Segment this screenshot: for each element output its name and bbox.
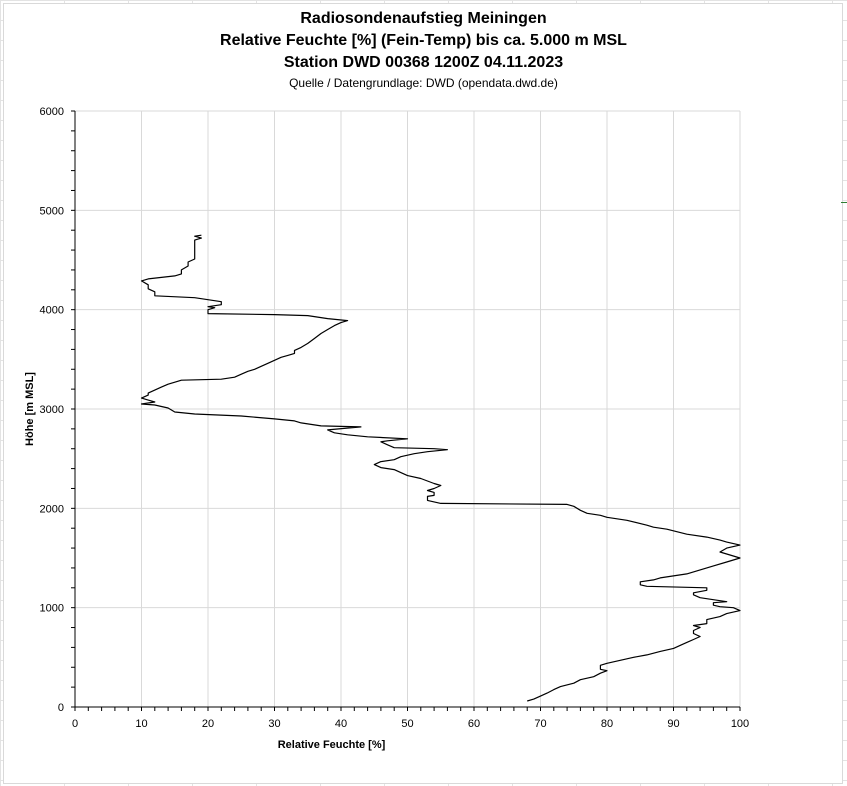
y-tick-label: 4000 [40,305,64,317]
humidity-profile-line [140,234,741,702]
y-axis-title: Höhe [m MSL] [24,372,36,446]
x-tick-label: 80 [601,718,613,730]
chart-subtitle-1: Relative Feuchte [%] (Fein-Temp) bis ca.… [220,32,627,49]
y-tick-label: 5000 [40,205,64,217]
x-tick-label: 70 [534,718,546,730]
x-axis-title: Relative Feuchte [%] [278,739,386,751]
chart-source: Quelle / Datengrundlage: DWD (opendata.d… [289,76,558,90]
x-tick-label: 20 [202,718,214,730]
y-tick-label: 2000 [40,503,64,515]
x-tick-label: 0 [72,718,78,730]
y-tick-label: 3000 [40,404,64,416]
x-tick-label: 40 [335,718,347,730]
x-tick-label: 90 [667,718,679,730]
y-tick-label: 6000 [40,106,64,118]
x-tick-label: 30 [268,718,280,730]
x-tick-label: 60 [468,718,480,730]
x-tick-label: 50 [401,718,413,730]
chart-area[interactable] [3,3,843,784]
gridlines [75,110,741,707]
y-tick-label: 1000 [40,603,64,615]
sheet-edge-marker [841,202,847,203]
x-tick-label: 100 [731,718,749,730]
x-tick-label: 10 [135,718,147,730]
chart-titles: Radiosondenaufstieg Meiningen Relative F… [0,8,847,92]
series-layer [140,234,741,702]
y-tick-label: 0 [58,702,64,714]
chart-title: Radiosondenaufstieg Meiningen [300,10,547,27]
chart-subtitle-2: Station DWD 00368 1200Z 04.11.2023 [283,54,564,71]
axes: 0 10 20 30 40 50 60 70 80 90 100010002000300040005… [40,106,750,730]
